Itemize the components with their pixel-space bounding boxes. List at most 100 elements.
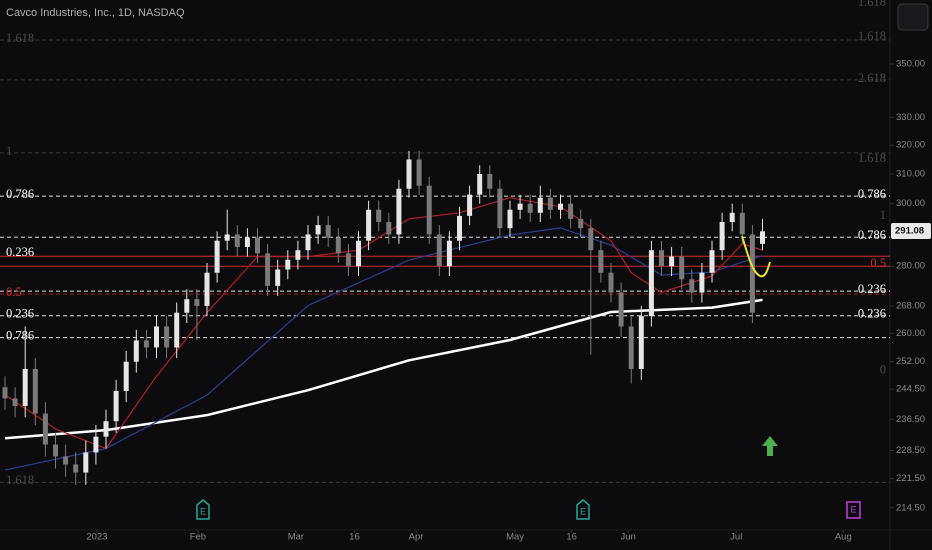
candle-body	[366, 209, 372, 241]
candle-body	[507, 209, 513, 229]
fib-label: 1.618	[6, 473, 34, 487]
candle-body	[396, 188, 402, 235]
earnings-icon[interactable]: E	[196, 499, 210, 520]
earnings-icon[interactable]: E	[846, 501, 861, 519]
candle-body	[204, 272, 210, 306]
fib-label: 0.786	[858, 228, 886, 242]
candle-body	[32, 368, 38, 414]
candle-body	[386, 222, 392, 235]
candle-body	[527, 203, 533, 213]
moving-average	[4, 197, 763, 450]
settings-button[interactable]	[897, 3, 929, 31]
candle-body	[436, 234, 442, 267]
earnings-icon[interactable]: E	[576, 499, 590, 520]
candle-body	[295, 250, 301, 260]
y-tick-label: 300.00	[896, 198, 925, 209]
x-tick-label: Apr	[409, 532, 424, 543]
y-tick-label: 260.00	[896, 328, 925, 339]
candle-body	[224, 234, 230, 241]
candle-body	[2, 387, 8, 399]
candle-body	[446, 240, 452, 267]
candle-body	[426, 185, 432, 235]
candle-body	[143, 340, 149, 348]
candle-body	[517, 203, 523, 210]
candle-body	[315, 225, 321, 235]
fib-label: 0.236	[858, 282, 886, 296]
x-tick-label: Jun	[621, 532, 636, 543]
x-tick-label: 16	[349, 532, 360, 543]
y-tick-label: 268.00	[896, 300, 925, 311]
y-tick-label: 228.50	[896, 445, 925, 456]
candle-body	[608, 272, 614, 293]
x-tick-label: May	[506, 532, 524, 543]
fib-label: 0.786	[858, 187, 886, 201]
y-tick-label: 320.00	[896, 140, 925, 151]
candle-body	[154, 326, 159, 348]
candle-body	[174, 312, 180, 348]
candle-body	[103, 421, 109, 437]
candle-body	[568, 203, 574, 219]
candle-body	[699, 272, 705, 293]
x-tick-label: 16	[566, 532, 577, 543]
candle-body	[719, 222, 725, 251]
candle-body	[709, 250, 715, 273]
plot-area	[0, 39, 890, 485]
fib-label: 0.786	[6, 328, 34, 342]
fib-label: 1.618	[858, 29, 886, 43]
candle-body	[689, 279, 695, 293]
fib-label: 1	[880, 208, 886, 222]
candle-body	[376, 209, 382, 223]
drawing-curve	[741, 235, 771, 278]
up-arrow	[762, 436, 778, 456]
candle-body	[729, 212, 735, 223]
candle-body	[659, 250, 664, 267]
candle-body	[406, 159, 412, 189]
candle-body	[487, 173, 493, 189]
candle-body	[285, 259, 291, 270]
y-tick-label: 236.50	[896, 414, 925, 425]
candle-body	[416, 159, 422, 186]
x-tick-label: Jul	[730, 532, 742, 543]
fib-label: 0.236	[6, 307, 34, 321]
candle-body	[194, 299, 200, 306]
last-price-label: 291.08	[895, 226, 924, 237]
candle-body	[83, 452, 89, 473]
candle-body	[760, 231, 765, 244]
candle-body	[335, 237, 341, 254]
candle-body	[749, 234, 755, 313]
candle-body	[578, 218, 584, 229]
candle-body	[558, 203, 563, 210]
candle-body	[345, 253, 351, 267]
chart-title: Cavco Industries, Inc., 1D, NASDAQ	[6, 7, 185, 19]
candle-body	[477, 173, 483, 195]
candle-body	[598, 250, 604, 273]
candle-body	[244, 237, 250, 248]
fib-label: 0.5	[6, 285, 22, 299]
fib-label: 0.236	[858, 307, 886, 321]
candle-body	[53, 444, 58, 457]
y-tick-label: 350.00	[896, 58, 925, 69]
svg-text:E: E	[580, 506, 586, 516]
candle-body	[356, 240, 361, 267]
candle-body	[497, 188, 503, 229]
candle-body	[123, 361, 129, 391]
candle-body	[234, 234, 240, 248]
y-tick-label: 252.00	[896, 356, 925, 367]
candle-body	[457, 215, 462, 241]
candle-body	[93, 436, 99, 453]
candle-body	[22, 368, 28, 406]
fib-label: 0.236	[6, 245, 34, 259]
svg-text:E: E	[850, 504, 856, 514]
candle-body	[12, 398, 18, 406]
candle-body	[325, 225, 331, 238]
candle-body	[184, 299, 190, 313]
x-tick-label: 2023	[86, 532, 107, 543]
fib-label: 2.618	[858, 71, 886, 85]
candle-body	[638, 316, 644, 369]
candle-body	[305, 234, 311, 251]
candle-body	[628, 326, 634, 369]
y-tick-label: 221.50	[896, 473, 925, 484]
